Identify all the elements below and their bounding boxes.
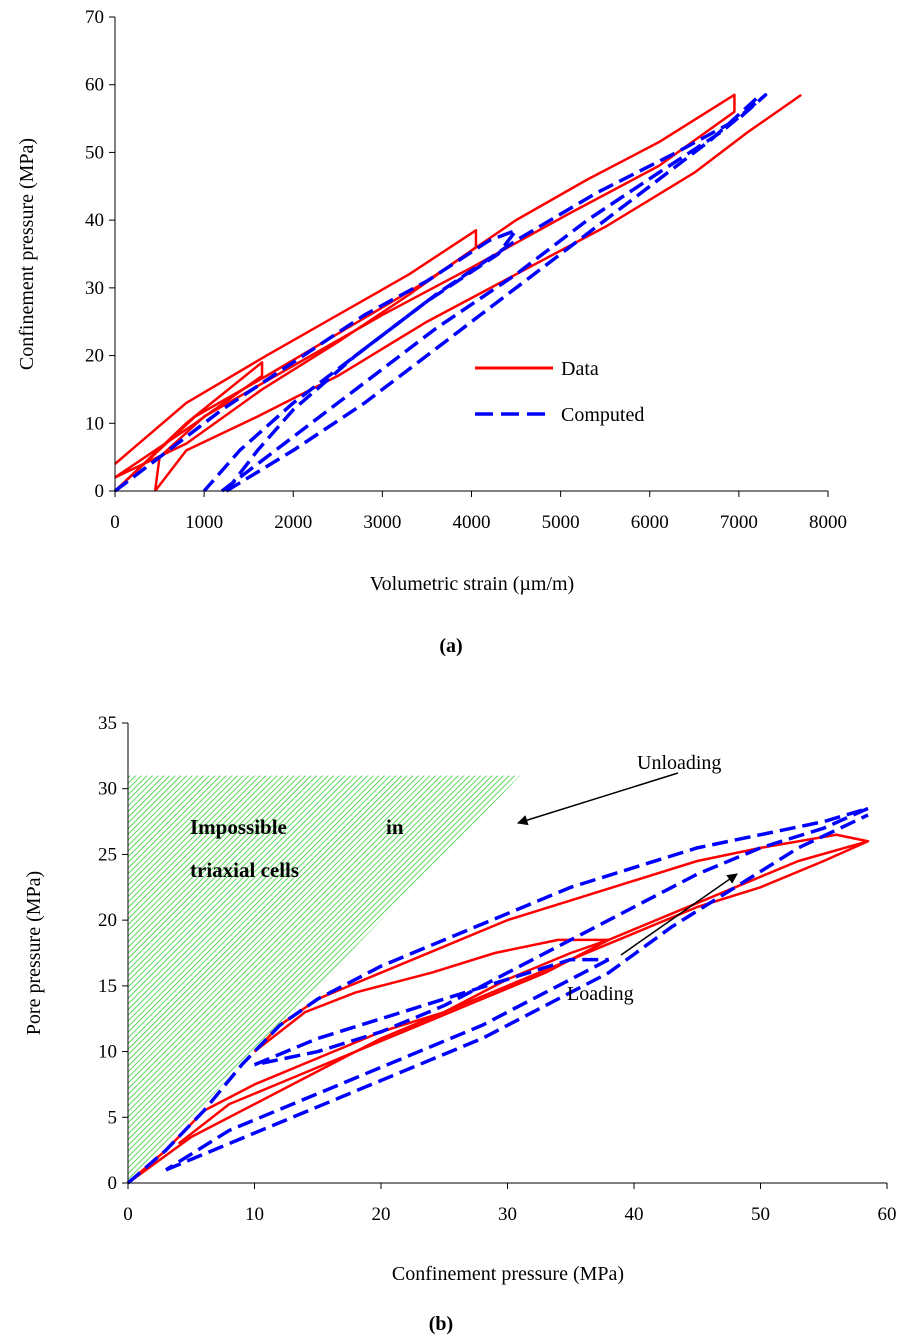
chart-a-x-ticks: 0 1000 2000 3000 4000 5000 6000 7000 8000 xyxy=(110,491,847,533)
chart-a-y-ticks: 0 10 20 30 40 50 60 70 xyxy=(85,7,115,502)
y-tick-label: 15 xyxy=(98,976,117,997)
x-tick-label: 0 xyxy=(123,1204,133,1225)
y-tick-label: 0 xyxy=(108,1173,118,1194)
y-tick-label: 0 xyxy=(95,481,105,502)
x-tick-label: 7000 xyxy=(720,512,758,533)
chart-b-y-ticks: 0 5 10 15 20 25 30 35 xyxy=(98,713,128,1194)
x-tick-label: 6000 xyxy=(631,512,669,533)
chart-b-panel-label: (b) xyxy=(429,1313,453,1335)
y-tick-label: 60 xyxy=(85,75,104,96)
chart-a-panel-label: (a) xyxy=(439,635,462,657)
y-tick-label: 30 xyxy=(85,278,104,299)
x-tick-label: 40 xyxy=(625,1204,644,1225)
chart-b-y-axis-title: Pore pressure (MPa) xyxy=(23,871,45,1035)
series-line-computed xyxy=(220,93,768,493)
x-tick-label: 10 xyxy=(245,1204,264,1225)
y-tick-label: 40 xyxy=(85,210,104,231)
chart-a-x-axis-title: Volumetric strain (µm/m) xyxy=(370,573,574,595)
annotation-unloading: Unloading xyxy=(637,752,721,774)
y-tick-label: 30 xyxy=(98,779,117,800)
annotation-loading: Loading xyxy=(567,983,634,1005)
series-line-computed xyxy=(126,806,869,1185)
y-tick-label: 20 xyxy=(98,910,117,931)
legend-data-label: Data xyxy=(561,358,599,380)
y-tick-label: 10 xyxy=(98,1042,117,1063)
x-tick-label: 0 xyxy=(110,512,120,533)
chart-b-series-layer xyxy=(126,806,870,1185)
series-line-data xyxy=(154,93,802,492)
x-tick-label: 5000 xyxy=(542,512,580,533)
y-tick-label: 25 xyxy=(98,844,117,865)
series-line-computed xyxy=(165,813,869,1172)
series-line-computed xyxy=(113,228,518,493)
y-tick-label: 70 xyxy=(85,7,104,28)
series-line-computed xyxy=(225,96,758,493)
x-tick-label: 8000 xyxy=(809,512,847,533)
region-label-impossible: Impossible xyxy=(190,815,287,839)
x-tick-label: 2000 xyxy=(274,512,312,533)
chart-b-impossible-region xyxy=(128,775,521,1183)
series-line-data xyxy=(127,833,870,1185)
x-tick-label: 30 xyxy=(498,1204,517,1225)
x-tick-label: 1000 xyxy=(185,512,223,533)
series-line-data xyxy=(127,938,610,1184)
chart-a: 0 10 20 30 40 50 60 70 0 1000 2000 3000 4000 5000 600… xyxy=(16,7,847,657)
series-line-data xyxy=(114,229,478,479)
y-tick-label: 20 xyxy=(85,346,104,367)
chart-b: 0 5 10 15 20 25 30 35 0 10 20 30 40 50 60 Pore pressu… xyxy=(23,713,897,1335)
x-tick-label: 20 xyxy=(372,1204,391,1225)
chart-b-x-axis-title: Confinement pressure (MPa) xyxy=(392,1263,624,1285)
legend-computed-label: Computed xyxy=(561,404,644,426)
y-tick-label: 10 xyxy=(85,413,104,434)
region-label-triaxial: triaxial cells xyxy=(190,858,299,882)
series-line-data xyxy=(177,840,869,1145)
y-tick-label: 50 xyxy=(85,142,104,163)
chart-a-series-layer xyxy=(113,93,802,493)
arrow-unloading xyxy=(516,772,679,826)
x-tick-label: 50 xyxy=(751,1204,770,1225)
series-line-computed xyxy=(165,958,610,1172)
series-line-computed xyxy=(253,957,609,1067)
chart-a-legend: Data Computed xyxy=(475,358,644,426)
y-tick-label: 5 xyxy=(108,1107,118,1128)
y-tick-label: 35 xyxy=(98,713,117,734)
x-tick-label: 4000 xyxy=(453,512,491,533)
chart-b-x-ticks: 0 10 20 30 40 50 60 xyxy=(123,1183,897,1225)
series-line-data xyxy=(114,93,736,492)
x-tick-label: 60 xyxy=(878,1204,897,1225)
x-tick-label: 3000 xyxy=(363,512,401,533)
series-line-computed xyxy=(254,806,869,1067)
region-label-in: in xyxy=(386,815,404,839)
arrow-loading xyxy=(620,873,738,956)
chart-a-y-axis-title: Confinement pressure (MPa) xyxy=(16,138,38,370)
